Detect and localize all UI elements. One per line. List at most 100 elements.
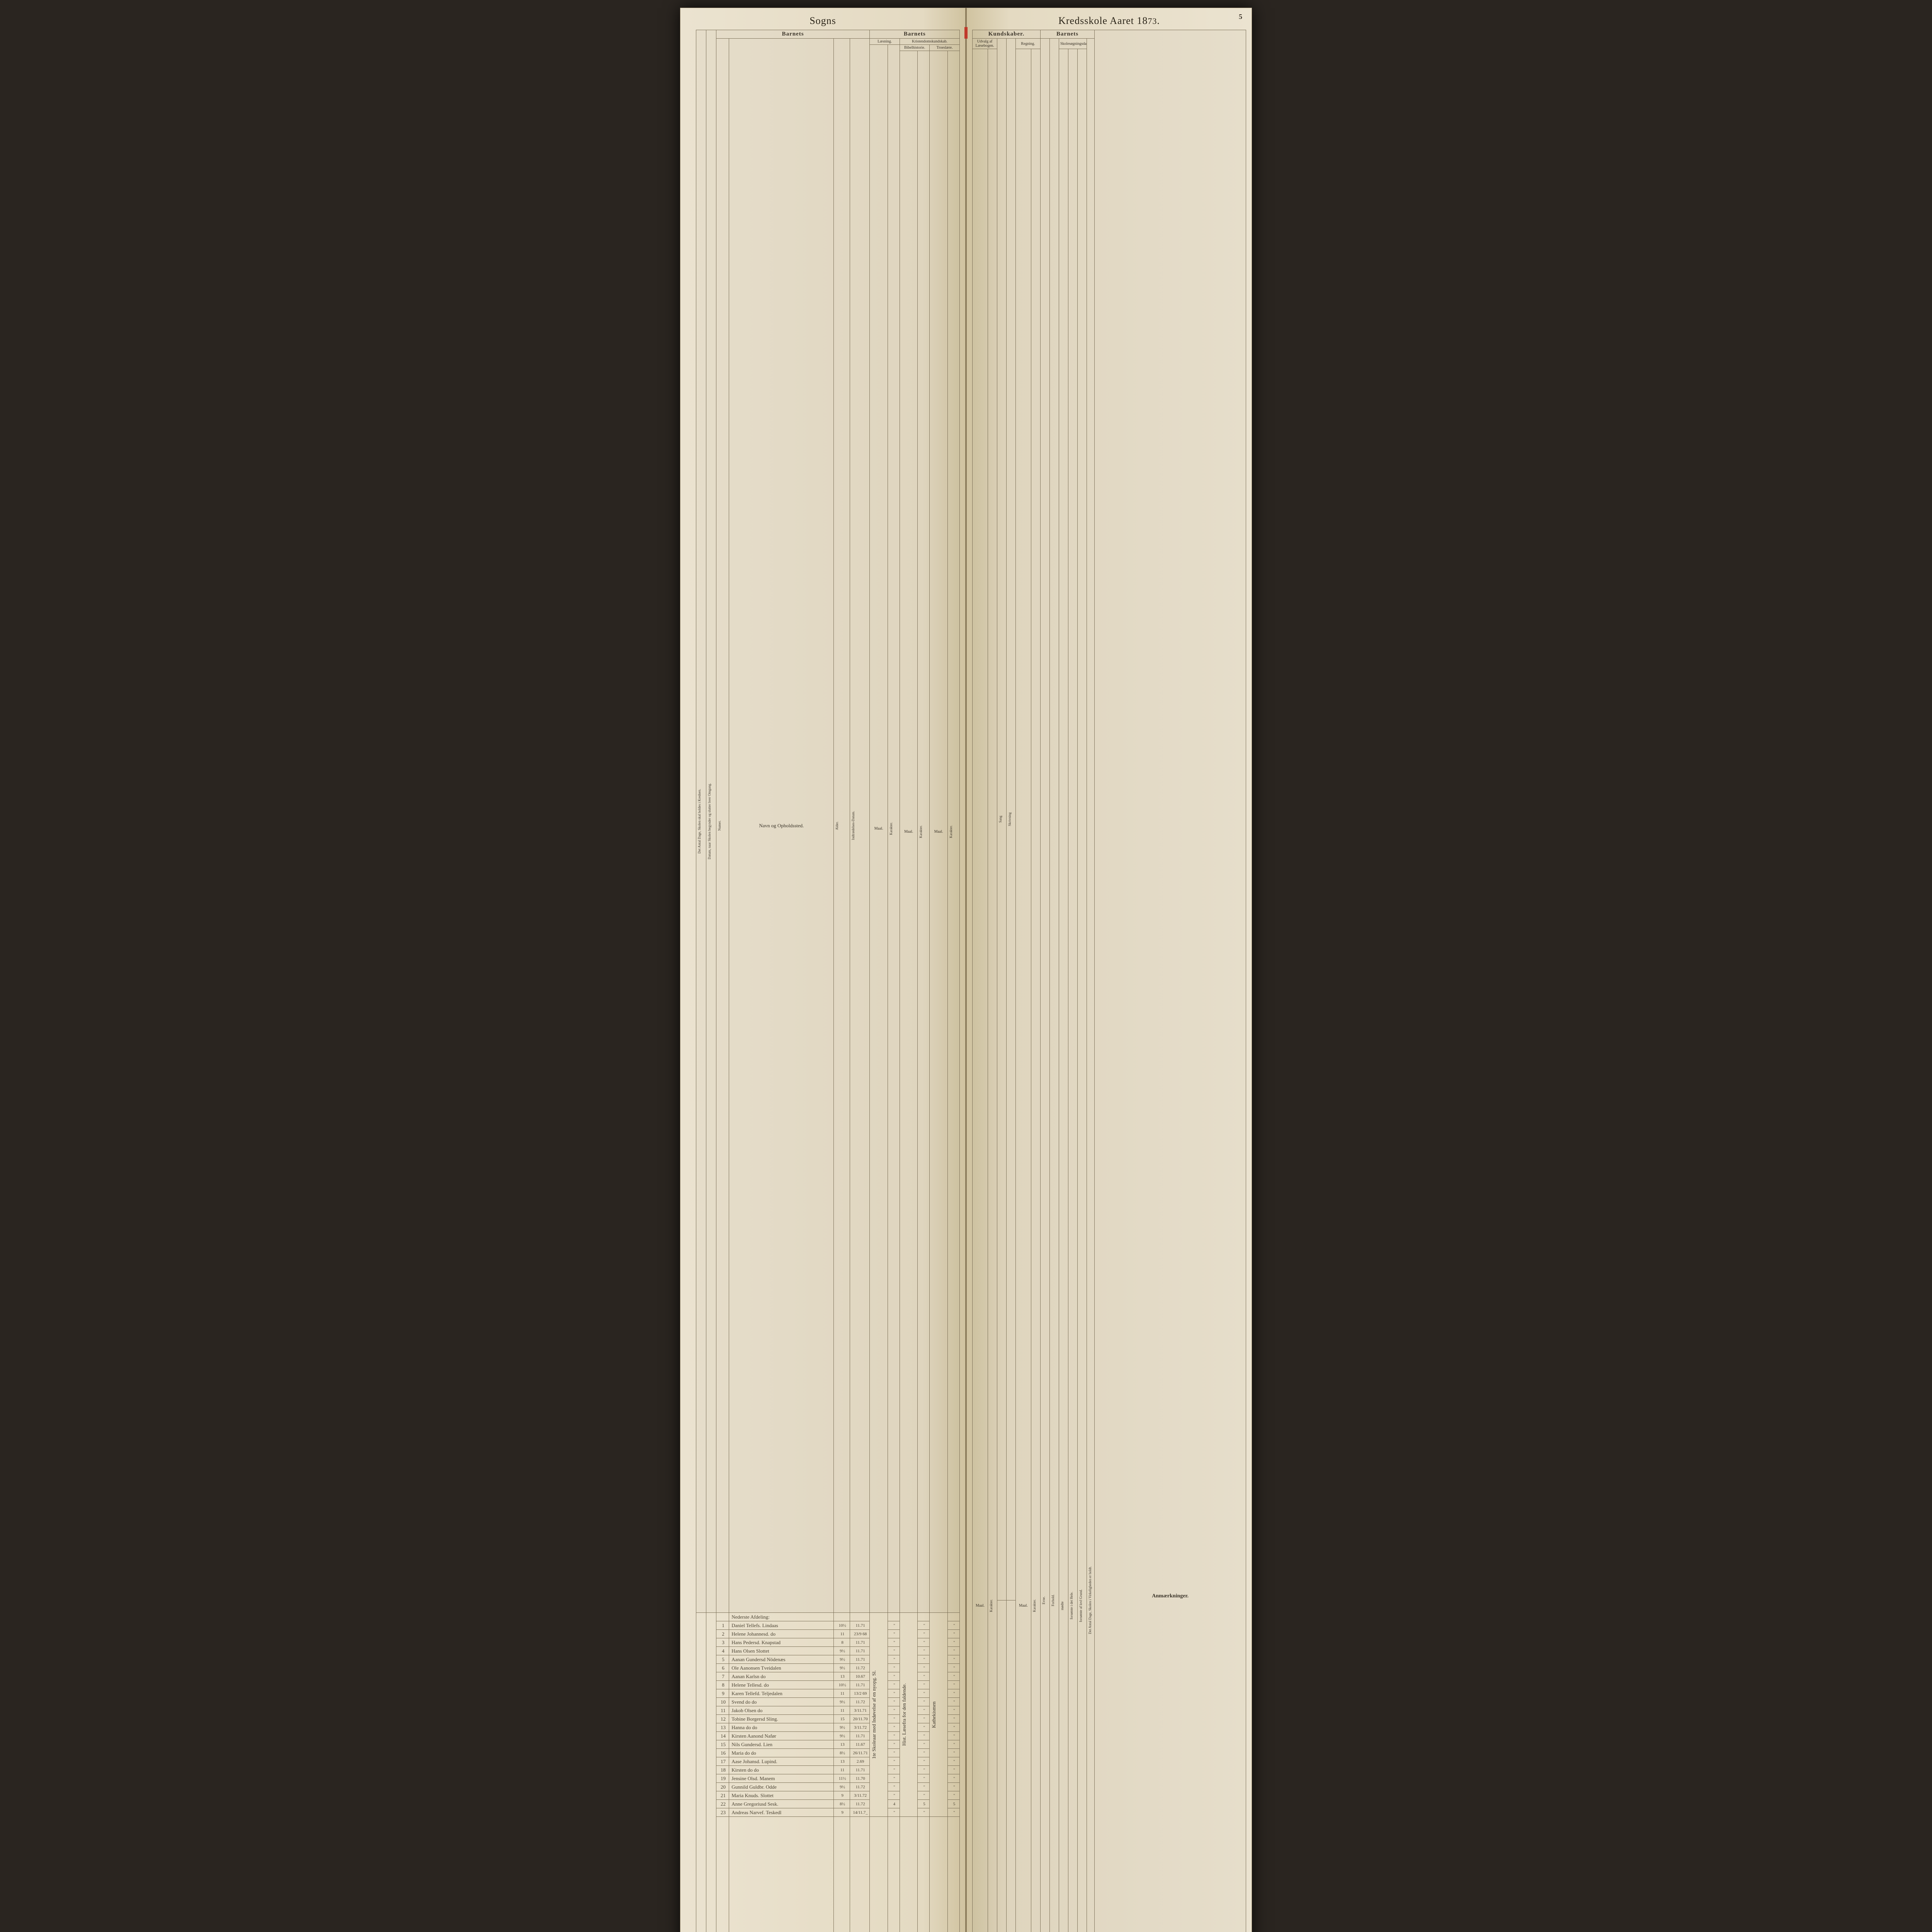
row-num: 15 — [716, 1740, 729, 1749]
hdr-kristendom: Kristendomskundskab. — [900, 39, 959, 45]
row-laes-kar: " — [888, 1621, 900, 1630]
row-laes-kar: " — [888, 1672, 900, 1681]
row-bibel-kar: " — [918, 1791, 930, 1800]
title-right-prefix: Kredsskole Aaret 18 — [1058, 15, 1148, 26]
row-num: 14 — [716, 1732, 729, 1740]
hdr-troes-kar: Karakter. — [949, 52, 954, 1612]
row-age: 9½ — [834, 1732, 850, 1740]
row-laes-kar: " — [888, 1732, 900, 1740]
row-bibel-kar: " — [918, 1808, 930, 1817]
hdr-navn: Navn og Opholdssted. — [729, 39, 834, 1613]
hdr-barnets-3: Barnets — [1041, 30, 1095, 39]
row-bibel-kar: " — [918, 1664, 930, 1672]
row-date: 11.72 — [850, 1800, 870, 1808]
row-date: 3/11.72 — [850, 1723, 870, 1732]
hdr-bibel-kar: Karakter. — [919, 52, 923, 1612]
table-row: 10 Svend do do 9½ 11.72 " " " — [696, 1698, 960, 1706]
row-num: 22 — [716, 1800, 729, 1808]
row-name: Daniel Tellefs. Lindaas — [729, 1621, 834, 1630]
row-laes-kar: " — [888, 1647, 900, 1655]
table-row: 15 Nils Gundersd. Lien 13 11.67 " " " — [696, 1740, 960, 1749]
row-bibel-kar: " — [918, 1723, 930, 1732]
row-troes-kar: " — [947, 1672, 959, 1681]
table-row: 18 Kirsten do do 11 11.71 " " " — [696, 1766, 960, 1774]
hdr-troes-maal: Maal. — [930, 51, 947, 1613]
row-name: Jakob Olsen do — [729, 1706, 834, 1715]
row-laes-kar: " — [888, 1681, 900, 1689]
row-laes-kar: 4 — [888, 1800, 900, 1808]
table-row: 23 Andreas Narvef. Teskedl 9 14/11.7_ " … — [696, 1808, 960, 1817]
row-bibel-kar: " — [918, 1689, 930, 1698]
row-num: 20 — [716, 1783, 729, 1791]
hdr-barnets-2: Barnets — [870, 30, 960, 39]
row-bibel-kar: " — [918, 1638, 930, 1647]
title-right-year: 73 — [1148, 16, 1157, 26]
row-num: 6 — [716, 1664, 729, 1672]
hdr-forhold: Forhold. — [1051, 820, 1056, 1932]
row-date: 11.71 — [850, 1766, 870, 1774]
table-row: 11 Jakob Olsen do 11 3/11.71 " " " — [696, 1706, 960, 1715]
hdr-evne: Evne. — [1042, 820, 1046, 1932]
datum-begin-cell — [706, 1613, 716, 1932]
right-page: 5 Kredsskole Aaret 1873. Kundskaber. Bar… — [966, 8, 1252, 1932]
hdr-bibel: Bibelhistorie. — [900, 45, 929, 51]
left-table: Det Antal Dage, Skolen skal holdes i Kre… — [696, 30, 960, 1932]
row-laes-kar: " — [888, 1689, 900, 1698]
row-age: 10½ — [834, 1621, 850, 1630]
table-row: 22 Anne Gregoriusd Sesk. 8½ 11.72 4 5 5 — [696, 1800, 960, 1808]
row-name: Svend do do — [729, 1698, 834, 1706]
row-bibel-kar: " — [918, 1715, 930, 1723]
row-num: 1 — [716, 1621, 729, 1630]
row-bibel-kar: " — [918, 1630, 930, 1638]
row-laes-kar: " — [888, 1757, 900, 1766]
row-troes-kar: " — [947, 1681, 959, 1689]
row-bibel-kar: " — [918, 1740, 930, 1749]
row-laes-kar: " — [888, 1655, 900, 1664]
table-row: 21 Maria Knuds. Slottet 9 3/11.72 " " " — [696, 1791, 960, 1800]
row-age: 8½ — [834, 1749, 850, 1757]
table-row: 5 Aanan Gundersd Nödenæs 9½ 11.71 " " " — [696, 1655, 960, 1664]
table-row: 20 Gunnild Guldbr. Odde 9½ 11.72 " " " — [696, 1783, 960, 1791]
hdr-laes-kar: Karakter. — [889, 49, 894, 1609]
row-name: Maria do do — [729, 1749, 834, 1757]
antal-dage-cell — [696, 1613, 706, 1932]
row-num: 7 — [716, 1672, 729, 1681]
row-laes-kar: " — [888, 1791, 900, 1800]
row-troes-kar: " — [947, 1698, 959, 1706]
hdr-skriv: Skrivning — [1008, 39, 1012, 1599]
row-troes-kar: " — [947, 1655, 959, 1664]
row-troes-kar: " — [947, 1647, 959, 1655]
row-troes-kar: 5 — [947, 1800, 959, 1808]
row-date: 11.71 — [850, 1732, 870, 1740]
blank — [716, 1613, 729, 1621]
table-row: 19 Jensine Olsd. Manem 11½ 11.70 " " " — [696, 1774, 960, 1783]
hdr-bibel-maal: Maal. — [900, 51, 917, 1613]
row-name: Helene Johannesd. do — [729, 1630, 834, 1638]
hdr-skriv-kar: Karakter. — [1008, 1601, 1012, 1932]
row-bibel-kar: " — [918, 1783, 930, 1791]
row-age: 9 — [834, 1808, 850, 1817]
row-troes-kar: " — [947, 1621, 959, 1630]
row-laes-kar: " — [888, 1783, 900, 1791]
row-bibel-kar: " — [918, 1749, 930, 1757]
row-num: 9 — [716, 1689, 729, 1698]
hdr-udvalg-maal: Maal. — [973, 49, 988, 1932]
table-row: 7 Aanan Karlsn do 13 10.67 " " " — [696, 1672, 960, 1681]
table-row: 3 Hans Pedersd. Knapstad 8 11.71 " " " — [696, 1638, 960, 1647]
section-heading: Nederste Afdeling: — [729, 1613, 834, 1621]
table-row: 1 Daniel Tellefs. Lindaas 10½ 11.71 " " … — [696, 1621, 960, 1630]
row-date: 11.70 — [850, 1774, 870, 1783]
hdr-datum-begin: Datum, naar Skolen begynder og slutter h… — [707, 41, 712, 1601]
bibel-maal-note: Hist. Læsefra for den faldende. — [900, 1613, 917, 1817]
row-date: 26/11.71 — [850, 1749, 870, 1757]
row-age: 9½ — [834, 1664, 850, 1672]
row-bibel-kar: " — [918, 1732, 930, 1740]
row-date: 11.72 — [850, 1698, 870, 1706]
hdr-regning: Regning. — [1016, 39, 1041, 49]
row-name: Tobine Borgersd Sling. — [729, 1715, 834, 1723]
row-name: Hans Pedersd. Knapstad — [729, 1638, 834, 1647]
hdr-anmaerk: Anmærkninger. — [1095, 30, 1246, 1932]
left-page: Sogns Skolen begyndte den 18de Novbr og … — [680, 8, 966, 1932]
row-name: Kirsten Aanond Nafør — [729, 1732, 834, 1740]
table-row: 12 Tobine Borgersd Sling. 15 20/11.70 " … — [696, 1715, 960, 1723]
